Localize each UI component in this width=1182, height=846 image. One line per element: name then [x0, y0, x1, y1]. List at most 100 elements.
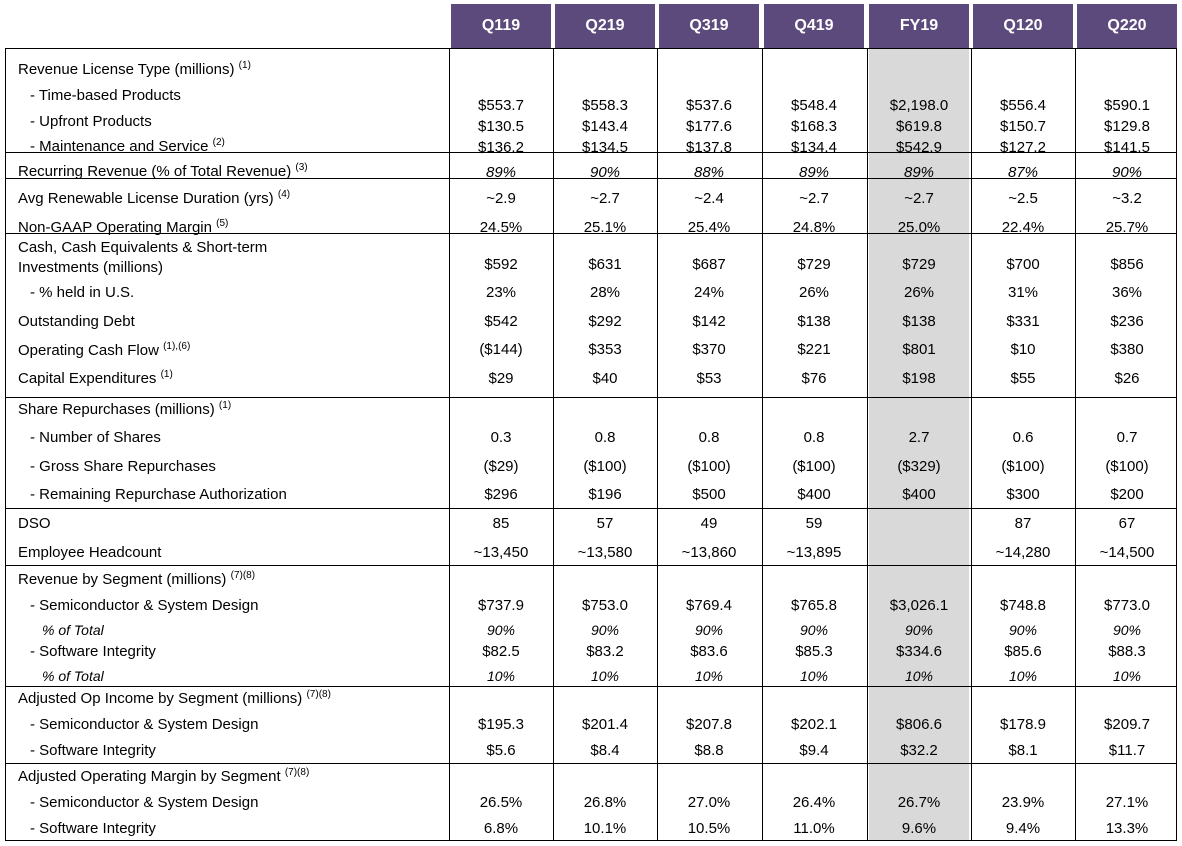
table-cell: $177.6	[686, 118, 732, 135]
table-cell: $765.8	[791, 597, 837, 614]
table-cell: 85	[492, 515, 510, 532]
table-cell: ($100)	[792, 458, 836, 475]
table-cell: $8.1	[1008, 742, 1038, 759]
table-cell: $127.2	[1000, 139, 1046, 156]
table-cell: 23%	[485, 284, 517, 301]
footnote-marker: (7)(8)	[230, 570, 256, 581]
row-label: - Remaining Repurchase Authorization	[30, 486, 287, 504]
table-cell: $85.3	[795, 643, 833, 660]
table-cell: 49	[700, 515, 718, 532]
table-cell: $141.5	[1104, 139, 1150, 156]
table-cell: $553.7	[478, 97, 524, 114]
table-cell: 13.3%	[1105, 820, 1149, 837]
table-cell: 6.8%	[483, 820, 519, 837]
table-cell: $542.9	[896, 139, 942, 156]
row-label: Recurring Revenue (% of Total Revenue) (…	[18, 163, 308, 181]
table-cell: $537.6	[686, 97, 732, 114]
table-cell: ($29)	[483, 458, 519, 475]
row-label: - Upfront Products	[30, 113, 152, 131]
section-divider	[5, 233, 1177, 234]
section-divider	[5, 397, 1177, 398]
row-label-text: - Semiconductor & System Design	[30, 716, 259, 733]
row-label-text: Operating Cash Flow	[18, 342, 159, 359]
row-label: - Semiconductor & System Design	[30, 794, 258, 812]
table-cell: ($100)	[1001, 458, 1045, 475]
table-cell: 26%	[798, 284, 830, 301]
table-cell: 25.4%	[687, 219, 731, 236]
table-cell: 28%	[589, 284, 621, 301]
table-cell: 90%	[590, 622, 620, 638]
table-cell: 25.0%	[897, 219, 941, 236]
table-cell: $500	[692, 486, 726, 503]
row-label: Revenue License Type (millions) (1)	[18, 61, 251, 79]
table-cell: $5.6	[486, 742, 516, 759]
row-label: Capital Expenditures (1)	[18, 370, 173, 388]
table-cell: 59	[805, 515, 823, 532]
footnote-marker: (7)(8)	[284, 767, 310, 778]
row-label: Share Repurchases (millions) (1)	[18, 401, 231, 419]
table-cell: $3,026.1	[889, 597, 949, 614]
table-cell: 89%	[798, 164, 830, 181]
table-cell: $221	[797, 341, 831, 358]
table-cell: $542	[484, 313, 518, 330]
table-cell: 90%	[589, 164, 621, 181]
table-cell: $8.4	[590, 742, 620, 759]
row-label: - Gross Share Repurchases	[30, 458, 216, 476]
table-cell: ($100)	[1105, 458, 1149, 475]
row-label: Outstanding Debt	[18, 313, 135, 331]
table-cell: $168.3	[791, 118, 837, 135]
footnote-marker: (3)	[295, 162, 308, 173]
table-cell: 22.4%	[1001, 219, 1045, 236]
table-cell: $53	[696, 370, 722, 387]
column-header-q220: Q220	[1077, 4, 1177, 48]
table-cell: ($144)	[479, 341, 523, 358]
table-cell: 87	[1014, 515, 1032, 532]
table-cell: $353	[588, 341, 622, 358]
column-header-fy19: FY19	[869, 4, 969, 48]
section-divider	[5, 763, 1177, 764]
row-label-text: - Time-based Products	[30, 87, 181, 104]
table-cell: 23.9%	[1001, 794, 1045, 811]
row-label-text: Adjusted Op Income by Segment (millions)	[18, 690, 303, 707]
table-cell: 90%	[904, 622, 934, 638]
row-label: - Maintenance and Service (2)	[30, 138, 225, 156]
row-label: - Semiconductor & System Design	[30, 597, 258, 615]
table-cell: 90%	[799, 622, 829, 638]
row-label-text: Cash, Cash Equivalents & Short-term Inve…	[18, 239, 268, 276]
table-cell: $592	[484, 256, 518, 273]
table-cell: 10%	[694, 668, 724, 684]
table-cell: 0.8	[803, 429, 825, 446]
table-cell: $236	[1110, 313, 1144, 330]
table-cell: 90%	[1008, 622, 1038, 638]
table-cell: $769.4	[686, 597, 732, 614]
table-cell: 0.8	[698, 429, 720, 446]
table-cell: $334.6	[896, 643, 942, 660]
row-label: Adjusted Op Income by Segment (millions)…	[18, 690, 331, 708]
column-header-q219: Q219	[555, 4, 655, 48]
table-cell: $83.2	[586, 643, 624, 660]
table-cell: 27.0%	[687, 794, 731, 811]
table-cell: $400	[797, 486, 831, 503]
table-cell: $292	[588, 313, 622, 330]
table-cell: 89%	[903, 164, 935, 181]
row-label-text: % of Total	[42, 668, 104, 684]
table-cell: $143.4	[582, 118, 628, 135]
column-divider	[553, 48, 554, 841]
table-cell: $10	[1010, 341, 1036, 358]
section-divider	[5, 152, 1177, 153]
row-label: - Time-based Products	[30, 87, 181, 105]
table-cell: $801	[902, 341, 936, 358]
column-header-q120: Q120	[973, 4, 1073, 48]
table-cell: $11.7	[1108, 742, 1146, 759]
row-label: Non-GAAP Operating Margin (5)	[18, 219, 228, 237]
column-divider	[1075, 48, 1076, 841]
footnote-marker: (5)	[216, 218, 229, 229]
table-cell: 24.8%	[792, 219, 836, 236]
table-cell: 24.5%	[479, 219, 523, 236]
table-cell: 10%	[1008, 668, 1038, 684]
table-cell: 26%	[903, 284, 935, 301]
table-cell: 10.1%	[583, 820, 627, 837]
row-label: - Semiconductor & System Design	[30, 716, 258, 734]
table-cell: $88.3	[1108, 643, 1146, 660]
